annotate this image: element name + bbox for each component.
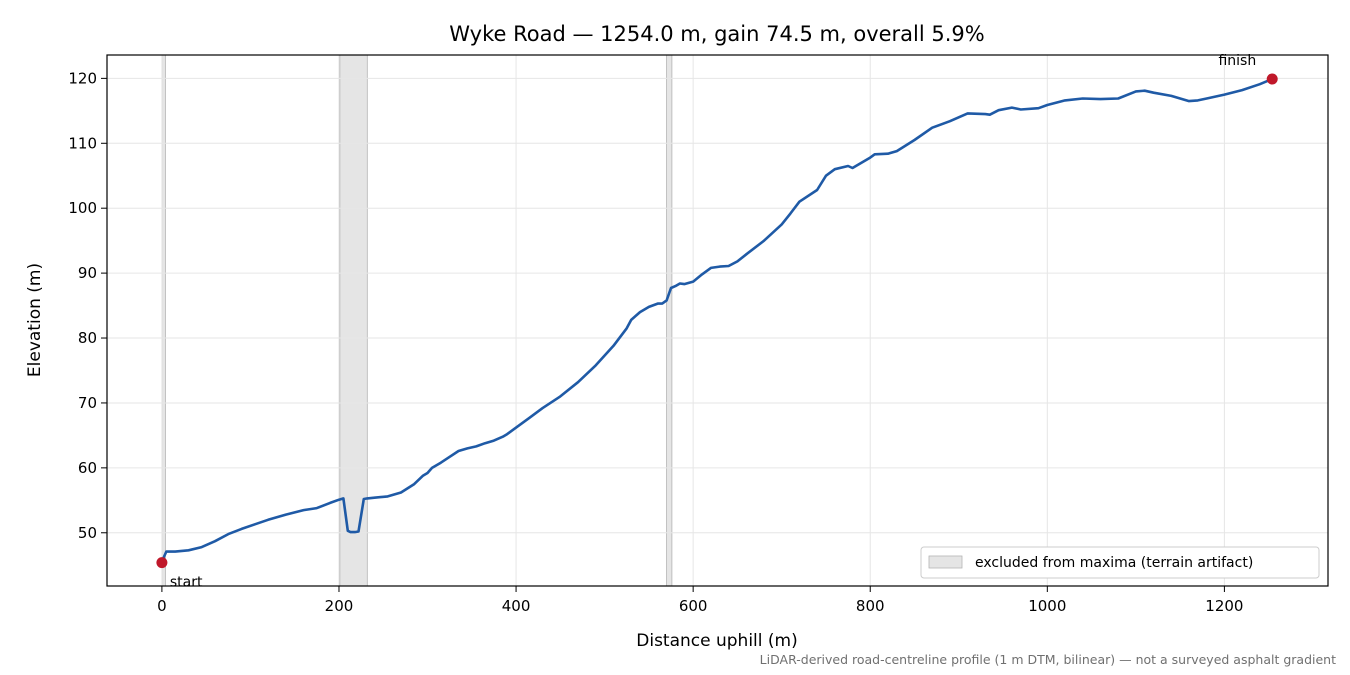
x-tick-label: 800 (856, 597, 885, 615)
gridlines (107, 55, 1328, 586)
y-tick-label: 60 (78, 459, 97, 477)
legend: excluded from maxima (terrain artifact) (920, 546, 1320, 579)
excluded-band (666, 54, 673, 587)
x-tick-label: 600 (679, 597, 708, 615)
y-tick-label: 90 (78, 264, 97, 282)
legend-swatch (928, 555, 963, 569)
legend-label: excluded from maxima (terrain artifact) (975, 555, 1253, 571)
x-tick-label: 0 (157, 597, 167, 615)
x-axis-label: Distance uphill (m) (636, 631, 797, 651)
chart-title: Wyke Road — 1254.0 m, gain 74.5 m, overa… (449, 22, 985, 46)
plot-background (107, 55, 1328, 586)
y-tick-label: 120 (68, 69, 97, 87)
x-tick-label: 1200 (1205, 597, 1243, 615)
y-axis-label: Elevation (m) (25, 263, 45, 377)
start-marker (156, 557, 168, 569)
y-tick-label: 50 (78, 524, 97, 542)
x-tick-label: 200 (325, 597, 354, 615)
x-axis-ticks: 0 200 400 600 800 1000 1200 (157, 586, 1243, 615)
footer-note: LiDAR-derived road-centreline profile (1… (760, 652, 1336, 667)
y-tick-label: 110 (68, 134, 97, 152)
elevation-line (160, 77, 1273, 564)
finish-annotation: finish (1218, 53, 1256, 69)
y-tick-label: 80 (78, 329, 97, 347)
excluded-band (161, 54, 166, 587)
plot-area (106, 54, 1329, 587)
x-tick-label: 1000 (1028, 597, 1066, 615)
legend-box (920, 546, 1320, 579)
annotations: start finish (170, 53, 1256, 591)
y-tick-label: 100 (68, 199, 97, 217)
y-axis-ticks: 50 60 70 80 90 100 110 120 (68, 69, 107, 542)
plot-frame (106, 54, 1329, 587)
start-annotation: start (170, 575, 203, 591)
y-tick-label: 70 (78, 394, 97, 412)
finish-marker (1266, 73, 1278, 85)
endpoint-markers (156, 73, 1278, 569)
x-tick-label: 400 (502, 597, 531, 615)
